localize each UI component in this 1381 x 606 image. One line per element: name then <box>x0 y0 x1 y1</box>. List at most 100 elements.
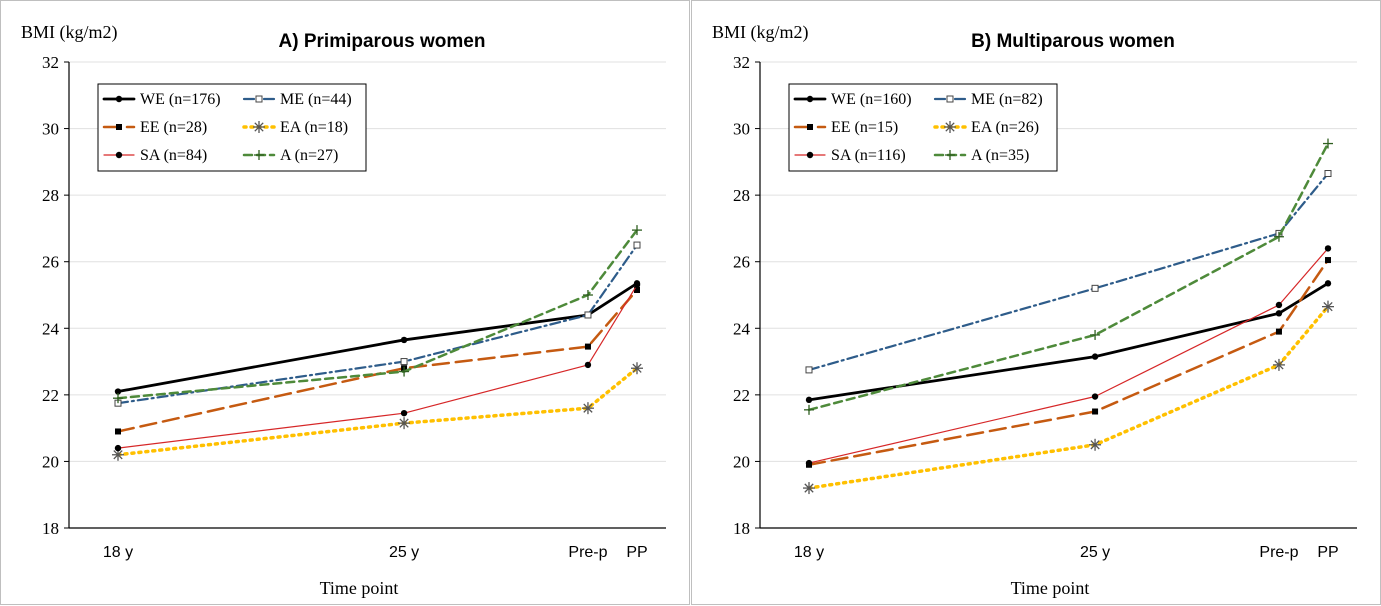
data-point <box>112 448 124 461</box>
series-4 <box>805 245 1332 467</box>
legend-item: A (n=35) <box>933 147 1029 164</box>
data-point <box>1273 231 1284 242</box>
y-tick-label: 26 <box>733 253 750 272</box>
legend-item: WE (n=176) <box>102 91 221 108</box>
legend-item: SA (n=84) <box>103 147 207 164</box>
data-point <box>804 404 814 415</box>
data-point <box>805 366 813 374</box>
series-line <box>116 281 639 393</box>
data-point <box>1324 280 1332 287</box>
y-tick-label: 24 <box>733 319 751 338</box>
data-point <box>1275 310 1283 317</box>
y-tick-label: 26 <box>42 253 59 272</box>
series-line <box>807 142 1330 412</box>
x-tick-label: PP <box>1317 544 1338 561</box>
y-tick-label: 18 <box>733 519 750 538</box>
legend-label: WE (n=160) <box>831 91 912 108</box>
series-line <box>807 172 1330 371</box>
legend-box <box>97 83 367 172</box>
data-point <box>584 361 592 369</box>
y-axis-label: BMI (kg/m2) <box>21 22 118 43</box>
legend-marker <box>806 95 814 103</box>
data-point <box>1275 301 1283 309</box>
series-line <box>116 366 639 457</box>
legend-marker <box>946 95 954 103</box>
data-point <box>1091 284 1099 292</box>
chart-a: BMI (kg/m2) A) Primiparous women 18 20 22 24 2… <box>21 22 666 598</box>
series-line <box>807 304 1330 490</box>
y-tick-label: 32 <box>733 53 750 72</box>
data-point <box>1090 329 1101 340</box>
legend-marker <box>945 150 955 160</box>
series-2 <box>115 287 640 435</box>
series-1 <box>114 241 641 407</box>
data-point <box>114 388 122 395</box>
legend-item: ME (n=82) <box>933 91 1043 108</box>
data-point <box>1324 170 1332 178</box>
x-axis-label: Time point <box>320 578 399 598</box>
legend-item: EA (n=26) <box>933 119 1039 136</box>
legend-label: EE (n=28) <box>140 119 207 136</box>
series-line <box>116 228 639 400</box>
series-3 <box>803 300 1334 495</box>
legend-marker <box>806 151 814 159</box>
data-point <box>633 281 641 289</box>
data-point <box>1275 328 1282 335</box>
data-point <box>114 444 122 452</box>
y-tick-label: 22 <box>733 386 750 405</box>
series-4 <box>114 281 641 452</box>
y-tick-label: 24 <box>42 319 60 338</box>
y-tick-label: 18 <box>42 519 59 538</box>
y-tick-label: 30 <box>733 120 750 139</box>
chart-title: B) Multiparous women <box>971 31 1175 52</box>
series-line <box>807 281 1330 402</box>
series-line <box>116 243 639 405</box>
series-line <box>807 258 1330 467</box>
legend-marker <box>116 124 122 130</box>
data-point <box>584 343 591 350</box>
data-point <box>581 402 594 415</box>
legend-label: EE (n=15) <box>831 119 898 136</box>
legend-label: SA (n=84) <box>140 147 207 164</box>
legend-item: EE (n=28) <box>102 119 207 136</box>
legend-item: ME (n=44) <box>242 91 352 108</box>
y-tick-label: 32 <box>42 53 59 72</box>
legend: WE (n=160) ME (n=82) EE (n=15) EA (n=26) SA … <box>788 83 1058 172</box>
data-point <box>1324 245 1332 252</box>
x-tick-label: Pre-p <box>568 544 607 561</box>
legend-item: SA (n=116) <box>794 147 906 164</box>
series-line <box>808 247 1329 464</box>
data-point <box>1089 438 1102 451</box>
legend-marker <box>807 124 813 130</box>
series-line <box>116 288 639 433</box>
legend-label: A (n=35) <box>971 147 1029 164</box>
y-tick-label: 20 <box>733 452 750 471</box>
data-point <box>400 358 408 366</box>
series-3 <box>112 362 643 461</box>
series-0 <box>114 280 641 395</box>
legend-label: EA (n=26) <box>971 119 1039 136</box>
legend-item: EA (n=18) <box>242 119 348 136</box>
data-point <box>1092 408 1099 415</box>
data-point <box>634 287 640 294</box>
data-point <box>582 290 593 300</box>
legend-marker <box>115 151 123 159</box>
legend-item: WE (n=160) <box>793 91 912 108</box>
data-point <box>1091 393 1099 400</box>
legend-marker <box>255 95 263 103</box>
data-point <box>1325 257 1331 264</box>
data-point <box>1091 353 1099 360</box>
y-tick-label: 30 <box>42 120 59 139</box>
legend: WE (n=176) ME (n=44) EE (n=28) EA (n=18) SA … <box>97 83 367 172</box>
legend-label: EA (n=18) <box>280 119 348 136</box>
legend-label: A (n=27) <box>280 147 338 164</box>
data-point <box>803 482 815 495</box>
legend-label: WE (n=176) <box>140 91 221 108</box>
data-point <box>633 241 641 249</box>
x-tick-label: 25 y <box>1080 544 1110 561</box>
data-point <box>399 366 410 377</box>
chart-b: BMI (kg/m2) B) Multiparous women 18 20 22 24 2… <box>712 22 1357 598</box>
series-line <box>117 284 638 449</box>
legend-marker <box>944 121 956 133</box>
